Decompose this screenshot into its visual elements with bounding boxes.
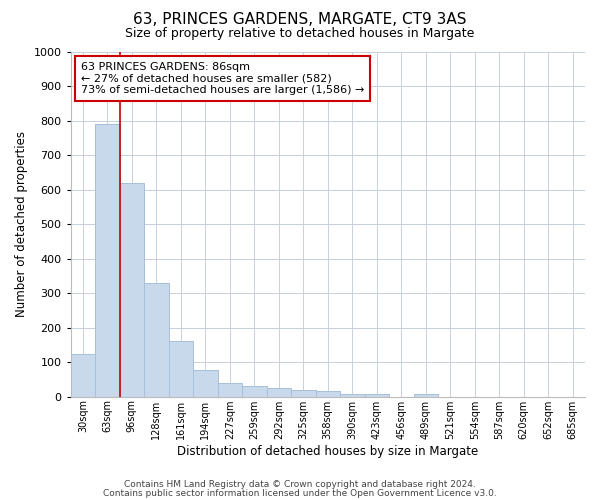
Text: Contains HM Land Registry data © Crown copyright and database right 2024.: Contains HM Land Registry data © Crown c… (124, 480, 476, 489)
Bar (95, 124, 119, 396)
Bar (169, 342, 193, 396)
Bar (316, 392, 340, 396)
Bar (242, 386, 266, 396)
Bar (144, 283, 169, 397)
Text: 63, PRINCES GARDENS, MARGATE, CT9 3AS: 63, PRINCES GARDENS, MARGATE, CT9 3AS (133, 12, 467, 28)
Bar (193, 370, 218, 396)
Text: 63 PRINCES GARDENS: 86sqm
← 27% of detached houses are smaller (582)
73% of semi: 63 PRINCES GARDENS: 86sqm ← 27% of detac… (81, 62, 364, 95)
Bar (291, 390, 316, 396)
Bar (413, 394, 438, 396)
Text: Size of property relative to detached houses in Margate: Size of property relative to detached ho… (125, 28, 475, 40)
Bar (218, 383, 242, 396)
Bar (340, 394, 365, 396)
Text: Contains public sector information licensed under the Open Government Licence v3: Contains public sector information licen… (103, 488, 497, 498)
Bar (365, 394, 389, 396)
Bar (119, 182, 144, 396)
Bar (266, 388, 291, 396)
Y-axis label: Number of detached properties: Number of detached properties (15, 131, 28, 317)
Bar (71, 354, 95, 397)
X-axis label: Distribution of detached houses by size in Margate: Distribution of detached houses by size … (177, 444, 478, 458)
